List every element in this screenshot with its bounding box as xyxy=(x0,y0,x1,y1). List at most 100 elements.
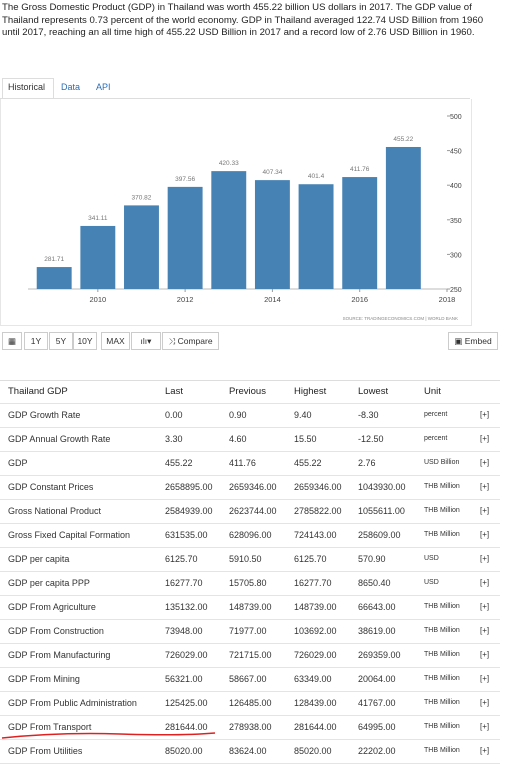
expand-link[interactable]: [+] xyxy=(480,722,490,731)
table-cell: GDP From Manufacturing xyxy=(8,650,111,660)
row-line xyxy=(0,739,500,740)
table-cell: 1055611.00 xyxy=(358,506,405,516)
table-cell: 9.40 xyxy=(294,410,312,420)
value-label: 420.33 xyxy=(219,160,239,167)
table-cell: USD xyxy=(424,579,439,586)
table-cell: 2.76 xyxy=(358,458,376,468)
expand-link[interactable]: [+] xyxy=(480,674,490,683)
bar xyxy=(211,171,247,289)
expand-link[interactable]: [+] xyxy=(480,458,490,467)
x-tick-label: 2012 xyxy=(177,295,194,304)
table-cell: 85020.00 xyxy=(294,746,332,756)
row-line xyxy=(0,643,500,644)
table-cell: 455.22 xyxy=(165,458,193,468)
header-line xyxy=(0,403,500,404)
red-underline xyxy=(1,732,216,739)
expand-link[interactable]: [+] xyxy=(480,626,490,635)
row-line xyxy=(0,763,500,764)
table-cell: GDP From Public Administration xyxy=(8,698,137,708)
expand-link[interactable]: [+] xyxy=(480,530,490,539)
expand-link[interactable]: [+] xyxy=(480,554,490,563)
table-cell: 22202.00 xyxy=(358,746,396,756)
table-cell: 8650.40 xyxy=(358,578,391,588)
table-cell: 85020.00 xyxy=(165,746,203,756)
table-cell: GDP per capita PPP xyxy=(8,578,90,588)
value-label: 341.11 xyxy=(88,215,108,222)
table-header: Previous xyxy=(229,386,266,397)
tab-line xyxy=(0,98,470,99)
expand-link[interactable]: [+] xyxy=(480,434,490,443)
row-line xyxy=(0,619,500,620)
table-cell: 6125.70 xyxy=(294,554,327,564)
y-tick-label: 300 xyxy=(450,252,462,259)
table-cell: 2584939.00 xyxy=(165,506,213,516)
table-cell: 103692.00 xyxy=(294,626,337,636)
table-header: Last xyxy=(165,386,183,397)
table-cell: GDP From Utilities xyxy=(8,746,83,756)
row-line xyxy=(0,523,500,524)
table-cell: 148739.00 xyxy=(294,602,337,612)
table-cell: 724143.00 xyxy=(294,530,337,540)
table-cell: 64995.00 xyxy=(358,722,396,732)
table-cell: GDP From Transport xyxy=(8,722,92,732)
expand-link[interactable]: [+] xyxy=(480,410,490,419)
table-cell: 631535.00 xyxy=(165,530,208,540)
table-cell: 5910.50 xyxy=(229,554,262,564)
y-tick-label: 500 xyxy=(450,114,462,121)
table-cell: 16277.70 xyxy=(294,578,332,588)
expand-link[interactable]: [+] xyxy=(480,602,490,611)
range-button[interactable]: 10Y xyxy=(73,332,97,350)
range-button[interactable]: 1Y xyxy=(24,332,48,350)
calendar-button[interactable]: ▦ xyxy=(2,332,22,350)
compare-label: Compare xyxy=(177,336,213,346)
table-cell: THB Million xyxy=(424,675,460,682)
value-label: 397.56 xyxy=(175,176,195,183)
table-cell: 38619.00 xyxy=(358,626,396,636)
table-cell: GDP From Mining xyxy=(8,674,80,684)
table-cell: THB Million xyxy=(424,531,460,538)
chart: 250 300 350 400 450 500 2010 2012 2014 2016 2018 28… xyxy=(28,114,462,321)
x-tick-label: 2010 xyxy=(89,295,106,304)
table-top xyxy=(0,380,500,381)
row-line xyxy=(0,571,500,572)
active-tab-box xyxy=(2,78,54,99)
row-line xyxy=(0,667,500,668)
expand-link[interactable]: [+] xyxy=(480,578,490,587)
bar xyxy=(385,146,421,289)
table-cell: Gross Fixed Capital Formation xyxy=(8,530,131,540)
tab[interactable]: Historical xyxy=(8,82,46,92)
row-line xyxy=(0,499,500,500)
tab[interactable]: API xyxy=(96,82,111,92)
expand-link[interactable]: [+] xyxy=(480,650,490,659)
table-cell: THB Million xyxy=(424,483,460,490)
row-line xyxy=(0,691,500,692)
value-label: 281.71 xyxy=(44,256,64,263)
bar xyxy=(80,225,116,289)
table-cell: 0.90 xyxy=(229,410,247,420)
table-cell: 71977.00 xyxy=(229,626,267,636)
source: SOURCE: TRADINGECONOMICS.COM | WORLD BAN… xyxy=(343,316,458,321)
expand-link[interactable]: [+] xyxy=(480,746,490,755)
table-cell: 281644.00 xyxy=(165,722,208,732)
embed-button[interactable]: ▣ Embed xyxy=(448,332,498,350)
table-cell: GDP per capita xyxy=(8,554,70,564)
table-cell: 269359.00 xyxy=(358,650,401,660)
table-cell: THB Million xyxy=(424,699,460,706)
compare-button[interactable]: ⤨ Compare xyxy=(162,332,219,350)
expand-link[interactable]: [+] xyxy=(480,698,490,707)
table-cell: GDP Constant Prices xyxy=(8,482,94,492)
expand-link[interactable]: [+] xyxy=(480,482,490,491)
table-cell: 15705.80 xyxy=(229,578,267,588)
expand-link[interactable]: [+] xyxy=(480,506,490,515)
table-cell: 721715.00 xyxy=(229,650,272,660)
chart-type-button[interactable]: ılı▾ xyxy=(131,332,161,350)
range-button[interactable]: MAX xyxy=(101,332,130,350)
bar xyxy=(342,177,378,289)
table-cell: THB Million xyxy=(424,603,460,610)
table-cell: 2623744.00 xyxy=(229,506,277,516)
range-button[interactable]: 5Y xyxy=(49,332,73,350)
tab[interactable]: Data xyxy=(61,82,81,92)
row-line xyxy=(0,595,500,596)
value-label: 401.4 xyxy=(308,173,325,180)
value-label: 407.34 xyxy=(262,169,282,176)
